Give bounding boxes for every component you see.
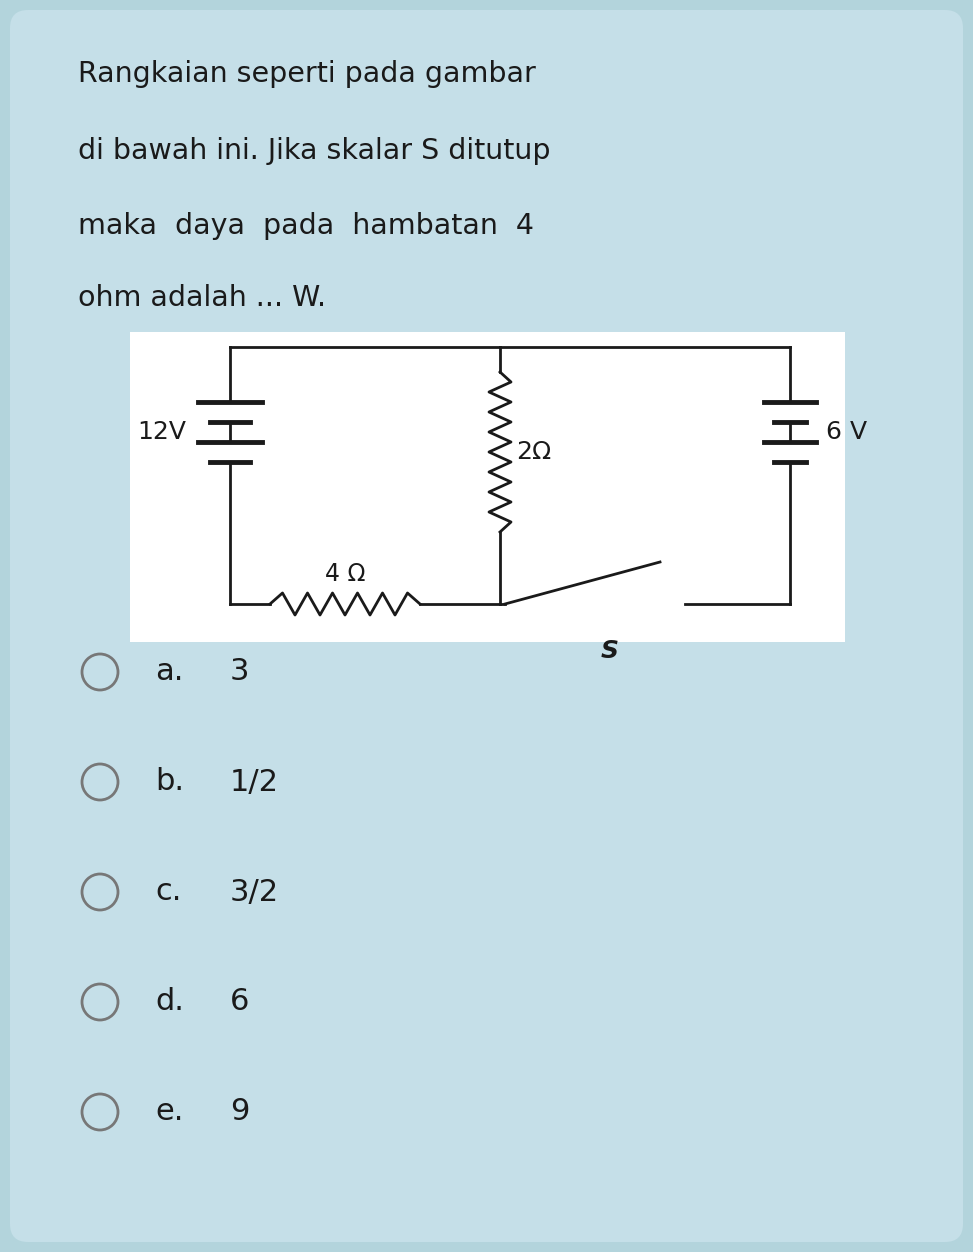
Text: 6: 6 xyxy=(230,988,249,1017)
Text: b.: b. xyxy=(155,767,184,796)
FancyBboxPatch shape xyxy=(10,10,963,1242)
Text: 2Ω: 2Ω xyxy=(516,439,552,464)
Text: d.: d. xyxy=(155,988,184,1017)
Text: 12V: 12V xyxy=(137,419,186,444)
Text: a.: a. xyxy=(155,657,183,686)
Text: S: S xyxy=(601,639,619,664)
Text: maka  daya  pada  hambatan  4: maka daya pada hambatan 4 xyxy=(78,212,534,240)
Text: c.: c. xyxy=(155,878,181,906)
Text: di bawah ini. Jika skalar S ditutup: di bawah ini. Jika skalar S ditutup xyxy=(78,136,551,165)
Text: 3: 3 xyxy=(230,657,249,686)
Text: 6 V: 6 V xyxy=(826,419,867,444)
Bar xyxy=(130,332,845,642)
Text: 1/2: 1/2 xyxy=(230,767,279,796)
Text: 3/2: 3/2 xyxy=(230,878,279,906)
Text: ohm adalah ... W.: ohm adalah ... W. xyxy=(78,284,326,312)
Text: 9: 9 xyxy=(230,1098,249,1127)
Text: 4 Ω: 4 Ω xyxy=(325,562,365,586)
Text: e.: e. xyxy=(155,1098,183,1127)
Text: Rangkaian seperti pada gambar: Rangkaian seperti pada gambar xyxy=(78,60,536,88)
